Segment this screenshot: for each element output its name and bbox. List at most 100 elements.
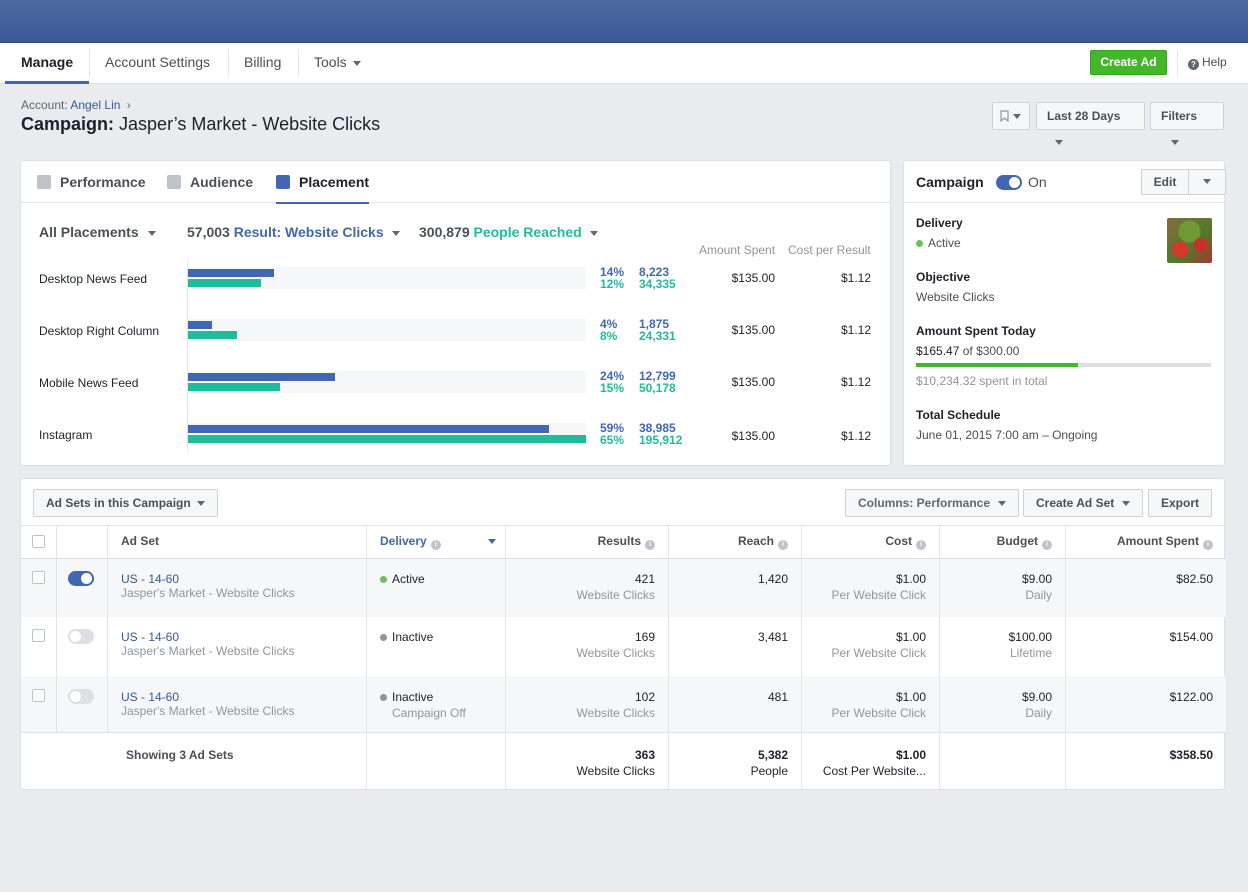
adsets-dropdown[interactable]: Ad Sets in this Campaign: [33, 489, 218, 517]
header-amount-label: Amount Spent: [1117, 534, 1199, 548]
nav-bar: Manage Account Settings Billing Tools: [0, 43, 1248, 84]
insights-tabs: Performance Audience Placement: [21, 161, 890, 204]
adset-toggle[interactable]: [68, 571, 94, 586]
cost-sub: Per Website Click: [831, 588, 926, 602]
tab-account-settings[interactable]: Account Settings: [105, 54, 211, 70]
status-dot-icon: [380, 634, 387, 641]
header-delivery[interactable]: Delivery i: [380, 525, 510, 558]
reach-count: 300,879: [419, 224, 470, 240]
placement-row: Desktop Right Column 4% 1,875 8% 24,331 …: [21, 316, 890, 356]
sort-down-icon: [488, 539, 496, 544]
adset-name-link[interactable]: US - 14-60: [121, 572, 180, 586]
cost-per-result: $1.12: [840, 375, 871, 389]
select-all-checkbox[interactable]: [32, 535, 45, 548]
reach-value: 195,912: [639, 433, 683, 447]
total-amount: $358.50: [1169, 748, 1213, 762]
placement-name: Mobile News Feed: [39, 376, 139, 390]
bookmark-button[interactable]: [992, 102, 1030, 130]
header-reach-label: Reach: [737, 534, 774, 548]
campaign-label: Campaign:: [21, 114, 115, 134]
cost-value: $1.00: [895, 572, 926, 586]
budget-value: $9.00: [1021, 572, 1052, 586]
adset-name-link[interactable]: US - 14-60: [121, 690, 180, 704]
header-ad-set[interactable]: Ad Set: [121, 534, 160, 548]
spent-today-of: of $300.00: [962, 344, 1020, 358]
tab-performance[interactable]: Performance: [37, 161, 146, 203]
results-dropdown[interactable]: 57,003 Result: Website Clicks: [187, 224, 400, 240]
cost-sub: Per Website Click: [831, 706, 926, 720]
column-divider: [801, 525, 802, 790]
total-cost-sub: Cost Per Website...: [822, 764, 926, 778]
info-icon: i: [916, 540, 926, 550]
columns-dropdown[interactable]: Columns: Performance: [845, 489, 1020, 517]
results-value: 102: [634, 690, 655, 704]
create-ad-button[interactable]: Create Ad: [1090, 50, 1167, 75]
results-sub: Website Clicks: [576, 588, 655, 602]
delivery-value: Inactive: [392, 690, 434, 704]
reach-bar: [188, 331, 237, 339]
create-adset-button[interactable]: Create Ad Set: [1023, 489, 1144, 517]
tab-audience[interactable]: Audience: [167, 161, 253, 203]
tab-audience-label: Audience: [190, 174, 254, 190]
delivery-status: Inactive: [380, 690, 433, 704]
budget-value: $100.00: [1008, 630, 1052, 644]
export-button[interactable]: Export: [1148, 489, 1213, 517]
header-results[interactable]: Results i: [505, 525, 655, 558]
header-reach[interactable]: Reach i: [668, 525, 788, 558]
help-link[interactable]: ? Help: [1188, 50, 1227, 75]
results-sub: Website Clicks: [576, 706, 655, 720]
delivery-status: Inactive: [380, 630, 433, 644]
campaign-summary-header: Campaign On Edit: [904, 161, 1226, 203]
results-value: 1,875: [639, 317, 670, 331]
nav-divider: [89, 49, 90, 77]
tab-tools-label: Tools: [314, 54, 347, 70]
people-icon: [167, 175, 181, 189]
header-cost[interactable]: Cost i: [801, 525, 926, 558]
results-value: 421: [634, 572, 655, 586]
header-budget[interactable]: Budget i: [939, 525, 1052, 558]
status-dot-icon: [380, 694, 387, 701]
tab-manage[interactable]: Manage: [5, 43, 90, 84]
row-checkbox[interactable]: [32, 689, 45, 702]
reach-pct: 15%: [600, 381, 625, 395]
bar-chart-icon: [37, 175, 51, 189]
results-count: 57,003: [187, 224, 230, 240]
results-pct: 14%: [600, 265, 625, 279]
adset-toggle[interactable]: [68, 629, 94, 644]
header-amount-spent[interactable]: Amount Spent i: [1065, 525, 1213, 558]
filters-button[interactable]: Filters: [1150, 102, 1224, 146]
cost-value: $1.00: [895, 690, 926, 704]
placement-name: Desktop News Feed: [39, 272, 148, 286]
reach-dropdown[interactable]: 300,879 People Reached: [419, 224, 598, 240]
adset-name-link[interactable]: US - 14-60: [121, 630, 180, 644]
reach-bar: [188, 383, 280, 391]
tab-tools[interactable]: Tools: [298, 43, 377, 84]
column-divider: [107, 525, 108, 732]
account-link[interactable]: Angel Lin: [70, 98, 121, 112]
status-dot-icon: [380, 576, 387, 583]
row-checkbox[interactable]: [32, 629, 45, 642]
edit-menu-button[interactable]: [1189, 170, 1225, 194]
campaign-toggle[interactable]: [996, 175, 1022, 190]
date-range-button[interactable]: Last 28 Days: [1036, 102, 1145, 146]
chart-axis: [187, 261, 188, 451]
date-range-label: Last 28 Days: [1047, 109, 1121, 123]
chevron-down-icon: [589, 230, 598, 236]
row-checkbox[interactable]: [32, 571, 45, 584]
budget-sub: Daily: [1025, 588, 1052, 602]
results-value: 169: [634, 630, 655, 644]
budget-sub: Lifetime: [1009, 646, 1052, 660]
reach-pct: 8%: [600, 329, 618, 343]
spent-today-label: Amount Spent Today: [916, 324, 1036, 338]
status-dot-icon: [916, 240, 923, 247]
placement-row: Desktop News Feed 14% 8,223 12% 34,335 $…: [21, 264, 890, 304]
tab-billing[interactable]: Billing: [244, 54, 282, 70]
adset-toggle[interactable]: [68, 689, 94, 704]
adset-campaign: Jasper's Market - Website Clicks: [121, 644, 295, 658]
spent-today: $165.47 of $300.00: [916, 344, 1019, 358]
spent-today-value: $165.47: [916, 344, 960, 358]
all-placements-dropdown[interactable]: All Placements: [39, 224, 156, 240]
total-reach: 5,382: [757, 748, 788, 762]
tab-placement[interactable]: Placement: [276, 161, 370, 204]
edit-button[interactable]: Edit: [1153, 175, 1177, 189]
